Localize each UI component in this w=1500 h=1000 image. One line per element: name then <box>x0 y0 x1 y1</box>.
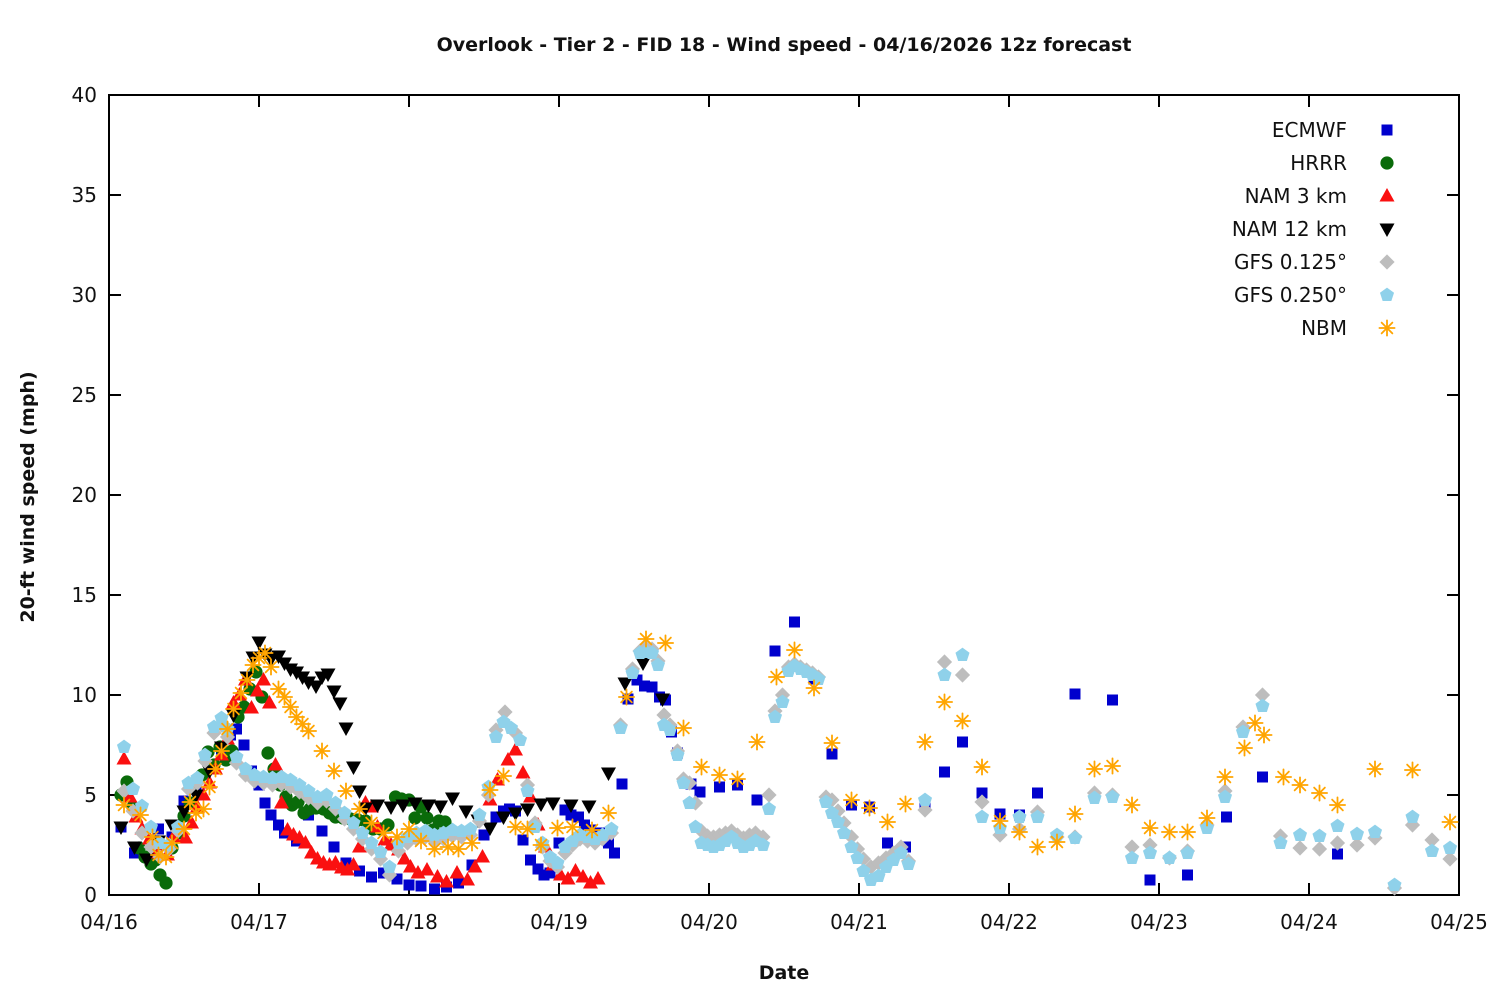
legend-item-gfs-0-250-: GFS 0.250° <box>1234 283 1395 307</box>
y-tick-label: 25 <box>72 383 97 407</box>
legend-label: NBM <box>1301 316 1347 340</box>
legend-label: NAM 12 km <box>1232 217 1347 241</box>
x-tick-label: 04/16 <box>80 910 138 934</box>
y-tick-label: 40 <box>72 83 97 107</box>
y-tick-label: 10 <box>72 683 97 707</box>
y-tick-label: 0 <box>84 883 97 907</box>
x-tick-label: 04/18 <box>380 910 438 934</box>
plot-border <box>108 94 1460 896</box>
x-tick-label: 04/19 <box>530 910 588 934</box>
legend-item-ecmwf: ECMWF <box>1272 118 1393 142</box>
y-tick-label: 20 <box>72 483 97 507</box>
chart-title: Overlook - Tier 2 - FID 18 - Wind speed … <box>436 34 1132 56</box>
legend-label: GFS 0.125° <box>1234 250 1347 274</box>
legend-item-nam-3-km: NAM 3 km <box>1245 184 1395 208</box>
y-tick-label: 15 <box>72 583 97 607</box>
series-ecmwf <box>115 616 1343 895</box>
x-tick-label: 04/25 <box>1430 910 1488 934</box>
series-nam-3-km <box>116 672 606 889</box>
series-nbm <box>115 630 1459 866</box>
legend-item-gfs-0-125-: GFS 0.125° <box>1234 250 1395 274</box>
y-tick-label: 30 <box>72 283 97 307</box>
x-tick-label: 04/24 <box>1280 910 1338 934</box>
legend-label: NAM 3 km <box>1245 184 1347 208</box>
legend-item-nam-12-km: NAM 12 km <box>1232 217 1395 241</box>
legend-label: HRRR <box>1290 151 1347 175</box>
x-tick-label: 04/23 <box>1130 910 1188 934</box>
y-tick-label: 5 <box>84 783 97 807</box>
legend-item-nbm: NBM <box>1301 316 1396 340</box>
series-nam-12-km <box>113 636 670 867</box>
y-tick-label: 35 <box>72 183 97 207</box>
x-axis-title: Date <box>758 962 810 984</box>
legend-label: GFS 0.250° <box>1234 283 1347 307</box>
x-tick-label: 04/20 <box>680 910 738 934</box>
x-tick-label: 04/17 <box>230 910 288 934</box>
y-axis-title: 20-ft wind speed (mph) <box>17 371 39 623</box>
x-tick-label: 04/21 <box>830 910 888 934</box>
x-tick-label: 04/22 <box>980 910 1038 934</box>
legend-label: ECMWF <box>1272 118 1347 142</box>
legend-item-hrrr: HRRR <box>1290 151 1394 175</box>
